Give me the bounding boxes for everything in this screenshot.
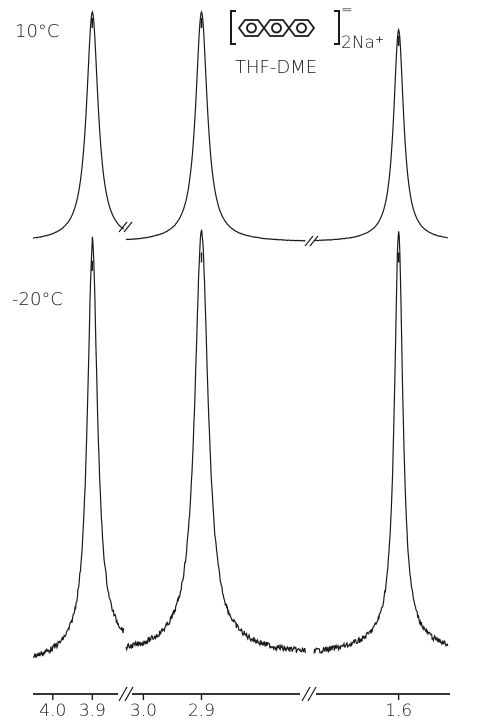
spectrum-segment [313,231,449,654]
trace-10c [32,10,448,242]
axis-break-mark [124,686,134,702]
spectrum-segment [313,27,448,242]
trace-minus20c [32,229,449,659]
axis-break-mark [301,686,311,702]
structure-diagram: = 2Na⁺ THF-DME [230,2,384,78]
spectrum-segment [126,10,306,242]
charge-label: = [341,2,353,18]
spectrum-traces [32,10,449,659]
x-axis [33,686,450,702]
trace-break-mark [123,221,133,233]
counter-ion-label: 2Na⁺ [341,33,384,53]
x-tick-labels: 4.0 3.9 3.0 2.9 1.6 [39,701,412,721]
series-label-minus20c: -20°C [12,289,63,310]
x-tick-label: 2.9 [188,701,215,721]
x-tick-label: 1.6 [385,701,412,721]
trace-break-mark [309,235,319,247]
trace-break-mark [304,235,314,247]
axis-break-mark [118,686,128,702]
spectrum-segment [32,236,125,659]
anthracene-ring-icon [237,19,316,37]
series-label-10c: 10°C [15,21,59,42]
x-tick-label: 4.0 [39,701,66,721]
axis-break-mark [307,686,317,702]
x-tick-label: 3.0 [130,701,157,721]
x-tick-label: 3.9 [79,701,106,721]
trace-break-mark [118,221,128,233]
right-bracket [334,10,340,45]
spectrum-segment [32,10,124,239]
left-bracket [230,10,236,45]
spectrum-segment [125,229,306,654]
solvent-label: THF-DME [235,57,317,78]
